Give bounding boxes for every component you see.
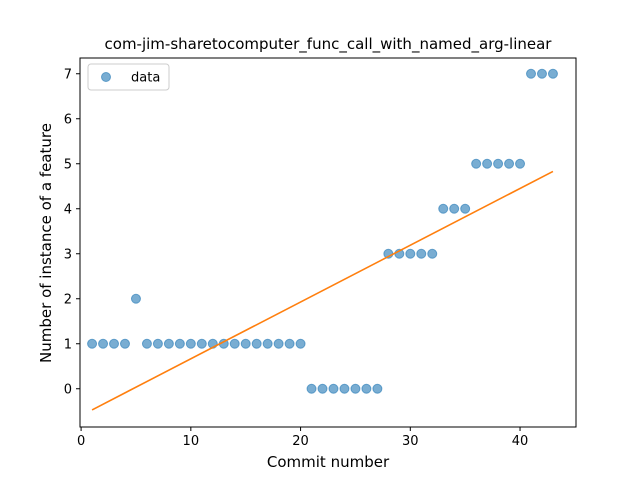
data-point [317,383,328,394]
plot-area: 0 10 20 30 40 0 1 2 3 4 5 6 7 [64,57,577,449]
legend-label: data [131,71,160,86]
axes-frame [79,57,577,428]
chart-title: com-jim-sharetocomputer_func_call_with_n… [105,35,553,54]
data-point [427,248,438,259]
data-point [361,383,372,394]
data-point [504,158,515,169]
legend-marker [101,72,111,82]
y-axis-label: Number of instance of a feature [37,123,55,363]
data-point [130,293,141,304]
data-point [163,338,174,349]
legend: data [87,63,170,91]
data-point [405,248,416,259]
data-point [109,338,120,349]
data-point [416,248,427,259]
data-point [196,338,207,349]
x-tick-label: 40 [512,434,529,449]
data-point [119,338,130,349]
data-point [98,338,109,349]
data-point [87,338,98,349]
x-tick-label: 0 [77,434,85,449]
data-point [284,338,295,349]
data-point [350,383,361,394]
data-point [262,338,273,349]
data-point [229,338,240,349]
data-point [240,338,251,349]
x-tick-label: 20 [292,434,309,449]
data-point [251,338,262,349]
data-point [493,158,504,169]
y-tick-label: 0 [64,382,72,397]
data-point [174,338,185,349]
data-point [515,158,526,169]
fit-line [91,170,554,411]
data-point [141,338,152,349]
y-tick-label: 5 [64,157,72,172]
x-tick-label: 30 [402,434,419,449]
y-tick-label: 7 [64,67,72,82]
data-point [536,68,547,79]
y-tick-label: 2 [64,292,72,307]
y-tick-label: 4 [64,202,72,217]
legend-box [87,63,170,91]
data-point [372,383,383,394]
data-point [328,383,339,394]
data-point [273,338,284,349]
data-point [526,68,537,79]
data-point [460,203,471,214]
x-axis-label: Commit number [267,453,390,471]
data-point [152,338,163,349]
data-point [339,383,350,394]
data-point [482,158,493,169]
y-tick-label: 6 [64,112,72,127]
data-point [471,158,482,169]
data-point [547,68,558,79]
y-tick-label: 1 [64,337,72,352]
x-tick-label: 10 [183,434,200,449]
data-point [438,203,449,214]
data-point [306,383,317,394]
y-tick-label: 3 [64,247,72,262]
data-point [295,338,306,349]
data-point [449,203,460,214]
data-point [185,338,196,349]
